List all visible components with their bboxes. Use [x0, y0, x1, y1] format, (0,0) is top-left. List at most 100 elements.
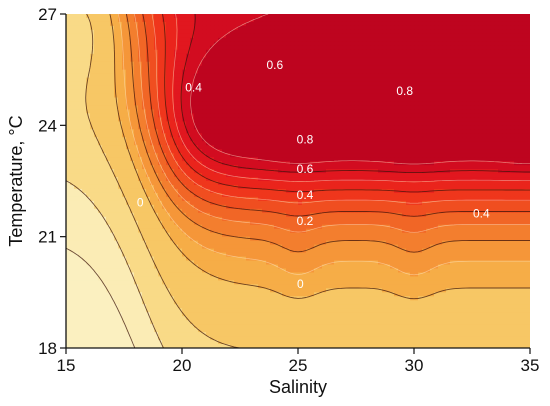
heatmap-cell	[82, 157, 87, 162]
heatmap-cell	[370, 165, 375, 170]
heatmap-cell	[514, 61, 519, 67]
heatmap-cell	[222, 169, 227, 174]
heatmap-cell	[506, 53, 511, 59]
heatmap-cell	[526, 105, 530, 111]
heatmap-cell	[522, 121, 527, 126]
heatmap-cell	[410, 29, 415, 35]
heatmap-cell	[250, 69, 255, 75]
heatmap-cell	[102, 173, 107, 178]
heatmap-cell	[134, 17, 139, 23]
heatmap-cell	[454, 157, 459, 162]
heatmap-cell	[214, 169, 219, 174]
heatmap-cell	[470, 25, 475, 31]
heatmap-cell	[126, 97, 131, 103]
heatmap-cell	[242, 73, 247, 79]
heatmap-cell	[390, 25, 395, 31]
heatmap-cell	[246, 49, 251, 55]
heatmap-cell	[370, 89, 375, 95]
heatmap-cell	[294, 109, 299, 115]
heatmap-cell	[82, 49, 87, 55]
heatmap-cell	[518, 169, 523, 174]
heatmap-cell	[134, 153, 139, 158]
heatmap-cell	[502, 137, 507, 142]
heatmap-cell	[422, 109, 427, 115]
heatmap-cell	[182, 97, 187, 103]
heatmap-cell	[386, 73, 391, 79]
heatmap-cell	[118, 145, 123, 150]
heatmap-cell	[322, 181, 327, 186]
heatmap-cell	[170, 57, 175, 63]
heatmap-cell	[186, 161, 191, 166]
heatmap-cell	[190, 73, 195, 79]
heatmap-cell	[250, 109, 255, 115]
heatmap-cell	[430, 17, 435, 23]
heatmap-cell	[290, 149, 295, 154]
heatmap-cell	[102, 61, 107, 67]
heatmap-cell	[450, 77, 455, 83]
heatmap-cell	[490, 157, 495, 162]
heatmap-cell	[246, 181, 251, 186]
heatmap-cell	[286, 149, 291, 154]
heatmap-cell	[94, 21, 99, 27]
heatmap-cell	[78, 73, 83, 79]
heatmap-cell	[486, 173, 491, 178]
heatmap-cell	[102, 121, 107, 126]
heatmap-cell	[226, 41, 231, 47]
heatmap-cell	[258, 69, 263, 75]
heatmap-cell	[194, 81, 199, 87]
heatmap-cell	[310, 113, 315, 118]
heatmap-cell	[258, 45, 263, 51]
heatmap-cell	[78, 149, 83, 154]
heatmap-cell	[318, 161, 323, 166]
heatmap-cell	[354, 157, 359, 162]
heatmap-cell	[70, 157, 75, 162]
heatmap-cell	[230, 17, 235, 23]
heatmap-cell	[82, 61, 87, 67]
heatmap-cell	[314, 129, 319, 134]
heatmap-cell	[370, 25, 375, 31]
heatmap-cell	[494, 14, 499, 19]
heatmap-cell	[150, 69, 155, 75]
heatmap-cell	[502, 53, 507, 59]
heatmap-cell	[470, 157, 475, 162]
heatmap-cell	[378, 41, 383, 47]
heatmap-cell	[74, 61, 79, 67]
heatmap-cell	[314, 69, 319, 75]
heatmap-cell	[306, 97, 311, 103]
heatmap-cell	[266, 77, 271, 83]
heatmap-cell	[198, 89, 203, 95]
heatmap-cell	[314, 93, 319, 99]
heatmap-cell	[514, 105, 519, 111]
heatmap-cell	[222, 77, 227, 83]
heatmap-cell	[282, 105, 287, 111]
heatmap-cell	[198, 141, 203, 146]
heatmap-cell	[226, 85, 231, 91]
heatmap-cell	[130, 85, 135, 91]
heatmap-cell	[306, 105, 311, 111]
heatmap-cell	[370, 14, 375, 19]
heatmap-cell	[174, 133, 179, 138]
heatmap-cell	[306, 57, 311, 63]
heatmap-cell	[334, 57, 339, 63]
heatmap-cell	[494, 117, 499, 122]
heatmap-cell	[322, 153, 327, 158]
heatmap-cell	[230, 141, 235, 146]
heatmap-cell	[466, 173, 471, 178]
heatmap-cell	[94, 129, 99, 134]
heatmap-cell	[462, 89, 467, 95]
heatmap-cell	[518, 73, 523, 79]
heatmap-cell	[154, 97, 159, 103]
heatmap-cell	[398, 93, 403, 99]
heatmap-cell	[234, 45, 239, 51]
heatmap-cell	[138, 37, 143, 43]
heatmap-cell	[194, 165, 199, 170]
heatmap-cell	[254, 17, 259, 23]
heatmap-cell	[482, 145, 487, 150]
heatmap-cell	[426, 37, 431, 43]
heatmap-cell	[118, 45, 123, 51]
heatmap-cell	[122, 53, 127, 59]
heatmap-cell	[410, 53, 415, 59]
heatmap-cell	[318, 69, 323, 75]
heatmap-cell	[126, 33, 131, 39]
heatmap-cell	[490, 49, 495, 55]
